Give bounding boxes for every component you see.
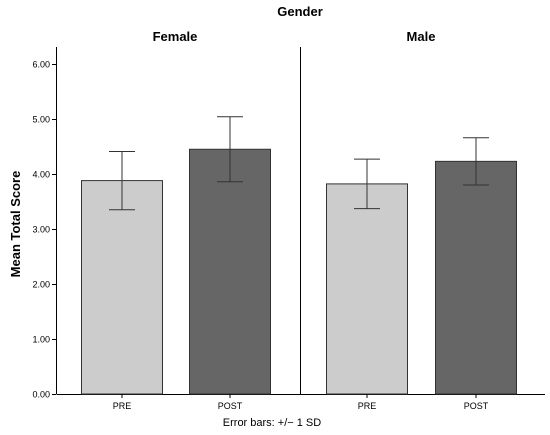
error-bar-footnote: Error bars: +/− 1 SD [223, 417, 321, 429]
error-bars [109, 116, 489, 211]
y-tick: 4.00 [32, 170, 56, 180]
x-ticks: PRE POST PRE POST [113, 394, 489, 411]
y-tick-label: 2.00 [32, 280, 50, 290]
y-tick-label: 5.00 [32, 115, 50, 125]
error-bar-male-post [463, 137, 489, 186]
chart-title: Gender [277, 4, 323, 19]
y-tick-label: 6.00 [32, 60, 50, 70]
y-tick-label: 0.00 [32, 390, 50, 400]
y-axis-label: Mean Total Score [8, 171, 23, 278]
x-tick-label-female-post: POST [218, 401, 243, 411]
error-bar-male-pre [354, 158, 380, 210]
y-tick-label: 4.00 [32, 170, 50, 180]
panel-frames [56, 47, 545, 395]
x-tick-label-male-pre: PRE [358, 401, 377, 411]
y-tick: 1.00 [32, 335, 56, 345]
panel-label-male: Male [407, 29, 436, 44]
bars [81, 148, 517, 395]
y-tick: 3.00 [32, 225, 56, 235]
y-tick-label: 3.00 [32, 225, 50, 235]
bar-male-post [435, 160, 517, 395]
y-tick: 6.00 [32, 60, 56, 70]
y-tick: 0.00 [32, 390, 56, 400]
y-tick: 5.00 [32, 115, 56, 125]
bar-female-post [189, 148, 271, 395]
y-tick: 2.00 [32, 280, 56, 290]
y-ticks: 0.00 1.00 2.00 3.00 4.00 5.00 6.00 [32, 60, 56, 400]
x-tick-label-female-pre: PRE [113, 401, 132, 411]
x-tick-label-male-post: POST [464, 401, 489, 411]
error-bar-female-post [217, 116, 243, 183]
panel-label-female: Female [153, 29, 198, 44]
bar-male-pre [326, 183, 408, 395]
bar-female-pre [81, 180, 163, 395]
error-bar-female-pre [109, 150, 135, 211]
y-tick-label: 1.00 [32, 335, 50, 345]
